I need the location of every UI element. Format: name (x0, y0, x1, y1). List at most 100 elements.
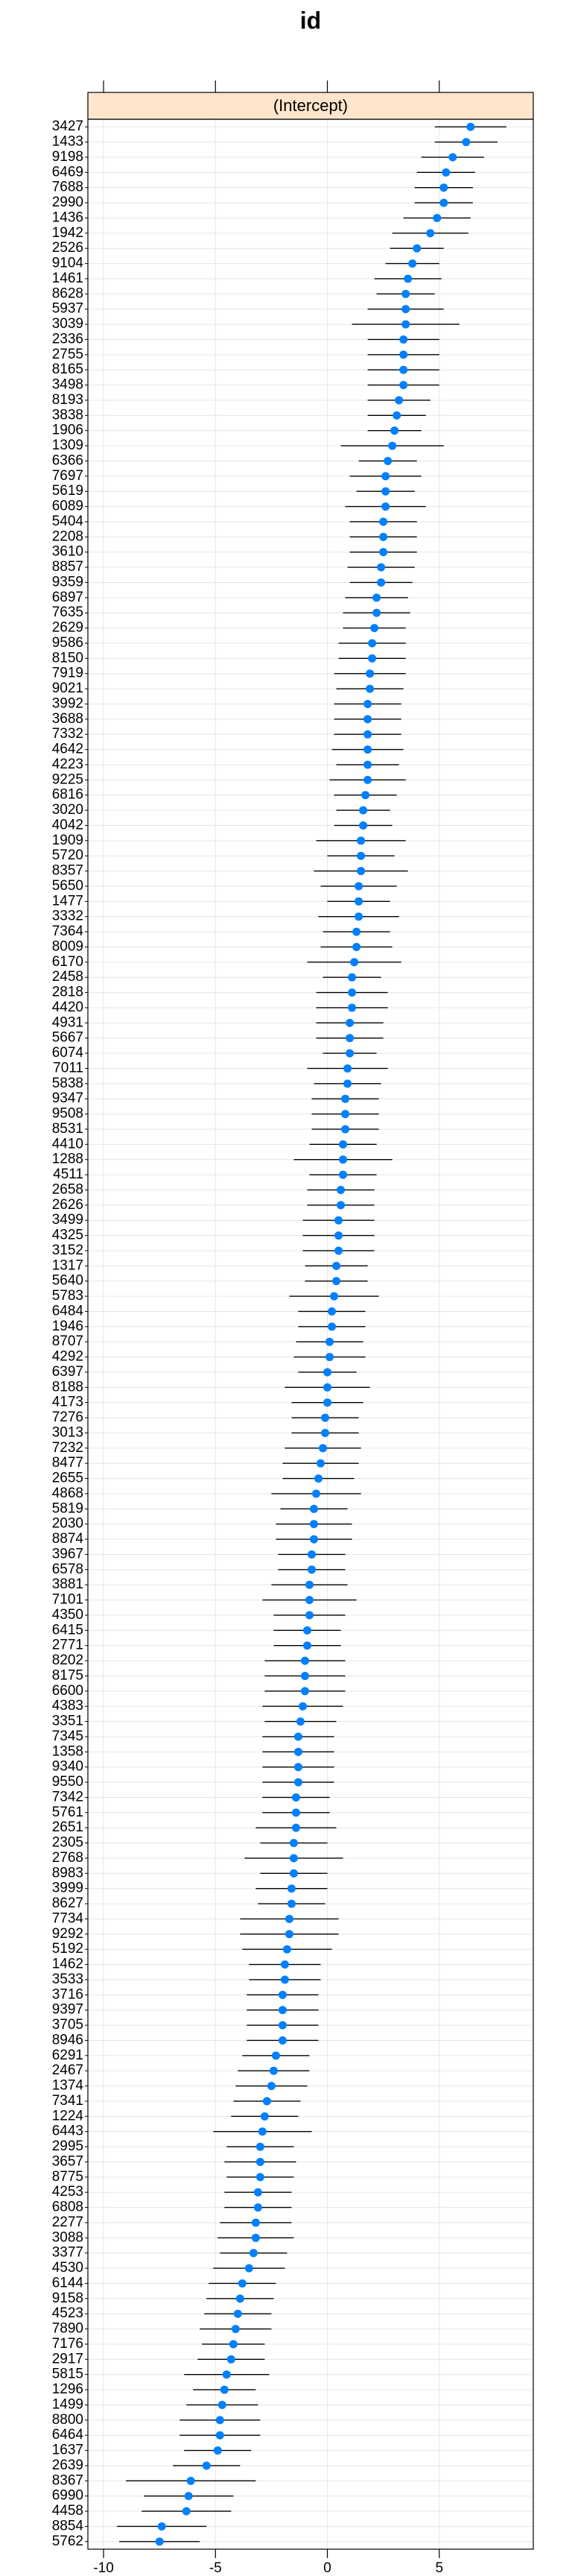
dot (355, 897, 363, 906)
y-tick-label: 6443 (52, 2124, 83, 2139)
dot (238, 2279, 247, 2288)
dot (184, 2492, 193, 2501)
y-tick-label: 6816 (52, 787, 83, 803)
dot (157, 2522, 166, 2531)
dot (308, 1565, 317, 1574)
dot (341, 1094, 350, 1103)
y-tick-label: 1309 (52, 438, 83, 453)
y-tick-label: 8357 (52, 863, 83, 879)
dot (399, 365, 408, 374)
dot (255, 2142, 264, 2151)
dot (321, 1428, 330, 1437)
y-tick-label: 4253 (52, 2184, 83, 2200)
dot (379, 548, 388, 557)
y-tick-label: 8531 (52, 1121, 83, 1137)
dot (381, 472, 390, 481)
y-tick-label: 8946 (52, 2032, 83, 2048)
dot (287, 1884, 296, 1893)
y-tick-label: 2771 (52, 1638, 83, 1653)
y-tick-label: 7635 (52, 604, 83, 620)
dot (314, 1474, 323, 1483)
y-tick-label: 7919 (52, 666, 83, 681)
dot (282, 1945, 291, 1954)
y-tick-label: 7101 (52, 1592, 83, 1608)
dot (433, 213, 442, 222)
dot (370, 624, 379, 633)
dot (305, 1580, 314, 1589)
dot (233, 2309, 242, 2318)
x-tick-label: 0 (323, 2560, 331, 2576)
y-tick-label: 3039 (52, 316, 83, 332)
dot (260, 2112, 269, 2121)
dot (253, 2188, 262, 2197)
y-tick-label: 6469 (52, 164, 83, 180)
y-tick-label: 7342 (52, 1789, 83, 1805)
dot (287, 1899, 296, 1908)
y-tick-label: 1288 (52, 1152, 83, 1167)
y-tick-label: 1942 (52, 225, 83, 241)
y-tick-label: 8857 (52, 559, 83, 575)
y-tick-label: 5619 (52, 483, 83, 499)
y-tick-label: 7364 (52, 924, 84, 939)
y-tick-label: 3705 (52, 2017, 83, 2033)
dot (442, 168, 451, 177)
dot (255, 2157, 264, 2166)
dot (346, 1034, 355, 1043)
y-tick-label: 4530 (52, 2260, 83, 2276)
y-tick-label: 8165 (52, 362, 83, 377)
y-tick-label: 2208 (52, 528, 83, 544)
dot (439, 198, 448, 207)
dot (202, 2461, 211, 2470)
y-tick-label: 5667 (52, 1030, 83, 1046)
y-tick-label: 2305 (52, 1835, 83, 1851)
y-tick-label: 2990 (52, 195, 83, 210)
dot (366, 669, 375, 678)
dot (395, 396, 404, 405)
dot (262, 2097, 271, 2106)
y-tick-label: 1462 (52, 1957, 83, 1972)
y-tick-label: 7341 (52, 2093, 83, 2109)
dot (381, 487, 390, 496)
dot (296, 1717, 305, 1726)
y-tick-label: 3967 (52, 1546, 83, 1562)
dot (399, 335, 408, 344)
dot (305, 1596, 314, 1605)
y-tick-label: 2458 (52, 969, 83, 985)
dot (293, 1763, 302, 1772)
y-tick-label: 9292 (52, 1926, 83, 1942)
y-tick-label: 3657 (52, 2153, 83, 2169)
dot (271, 2051, 280, 2060)
dot (404, 274, 413, 283)
dot (267, 2082, 276, 2091)
dot (278, 2021, 287, 2030)
dot (355, 882, 363, 891)
y-tick-label: 6089 (52, 499, 83, 514)
y-tick-label: 8707 (52, 1333, 83, 1349)
dot (339, 1170, 348, 1179)
dot (310, 1504, 319, 1513)
dot (244, 2264, 253, 2273)
dot (255, 2173, 264, 2182)
dot (298, 1702, 307, 1711)
dot (348, 988, 357, 997)
y-tick-label: 5783 (52, 1288, 83, 1304)
dot (300, 1656, 309, 1665)
dot (330, 1292, 339, 1301)
y-tick-label: 4523 (52, 2305, 83, 2321)
y-tick-label: 7688 (52, 180, 83, 195)
dot (334, 1216, 343, 1225)
y-tick-label: 4868 (52, 1486, 83, 1501)
dot (359, 806, 368, 815)
dot (285, 1930, 293, 1939)
y-tick-label: 1433 (52, 134, 83, 150)
dot (357, 867, 366, 876)
dot (339, 1140, 348, 1149)
y-tick-label: 8983 (52, 1865, 83, 1881)
y-tick-label: 8367 (52, 2472, 83, 2488)
y-tick-label: 3013 (52, 1424, 83, 1440)
dot (346, 1018, 355, 1027)
dot (319, 1444, 328, 1453)
y-tick-label: 1499 (52, 2396, 83, 2412)
y-tick-label: 2658 (52, 1181, 83, 1197)
dot (334, 1231, 343, 1240)
